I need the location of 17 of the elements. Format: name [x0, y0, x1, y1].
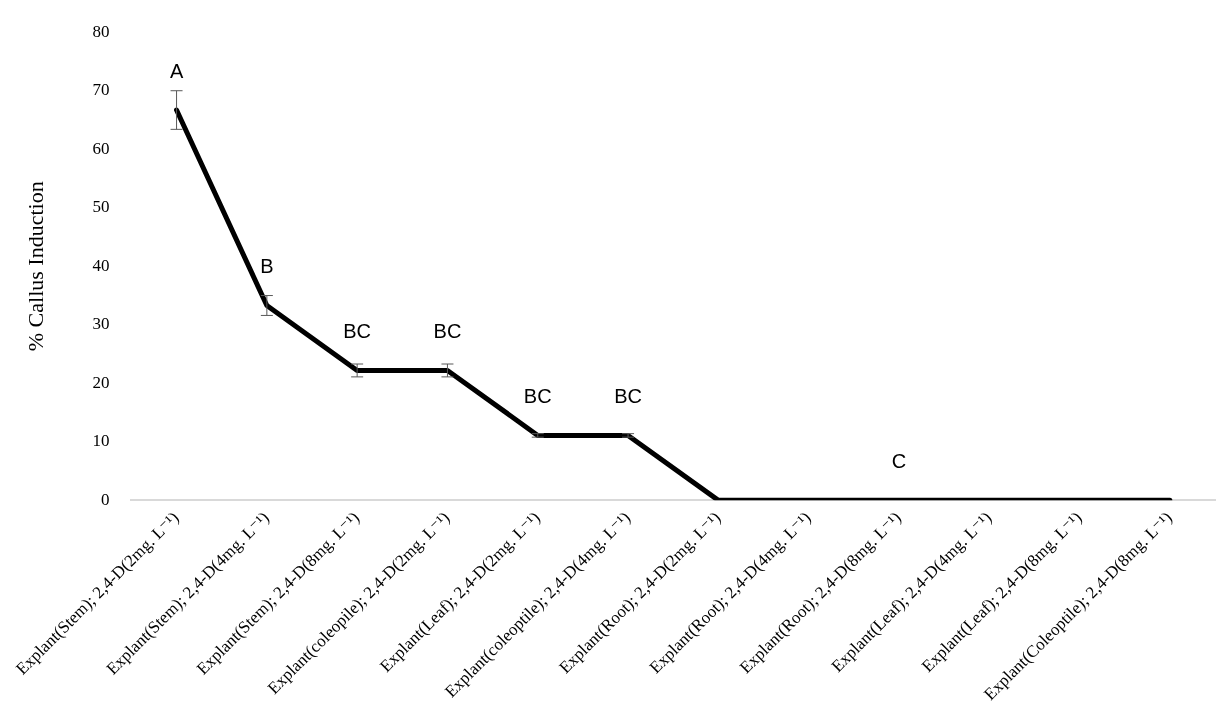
y-tick-label: 80	[92, 21, 110, 41]
y-tick-label: 30	[92, 314, 110, 334]
annotation: BC	[523, 384, 552, 407]
annotation: C	[891, 449, 907, 472]
y-tick-label: 0	[100, 489, 110, 509]
annotation: B	[260, 255, 274, 278]
y-tick-label: 60	[92, 138, 110, 158]
y-axis-title: % Callus Induction	[22, 181, 48, 352]
annotation: BC	[614, 384, 642, 407]
y-tick-label: 20	[92, 372, 110, 392]
annotation: BC	[433, 319, 462, 342]
annotation: A	[169, 59, 184, 82]
y-tick-label: 40	[92, 255, 110, 275]
annotation: BC	[343, 319, 372, 342]
y-tick-label: 50	[92, 197, 110, 217]
y-tick-label: 70	[92, 80, 110, 100]
y-tick-label: 10	[92, 431, 110, 451]
